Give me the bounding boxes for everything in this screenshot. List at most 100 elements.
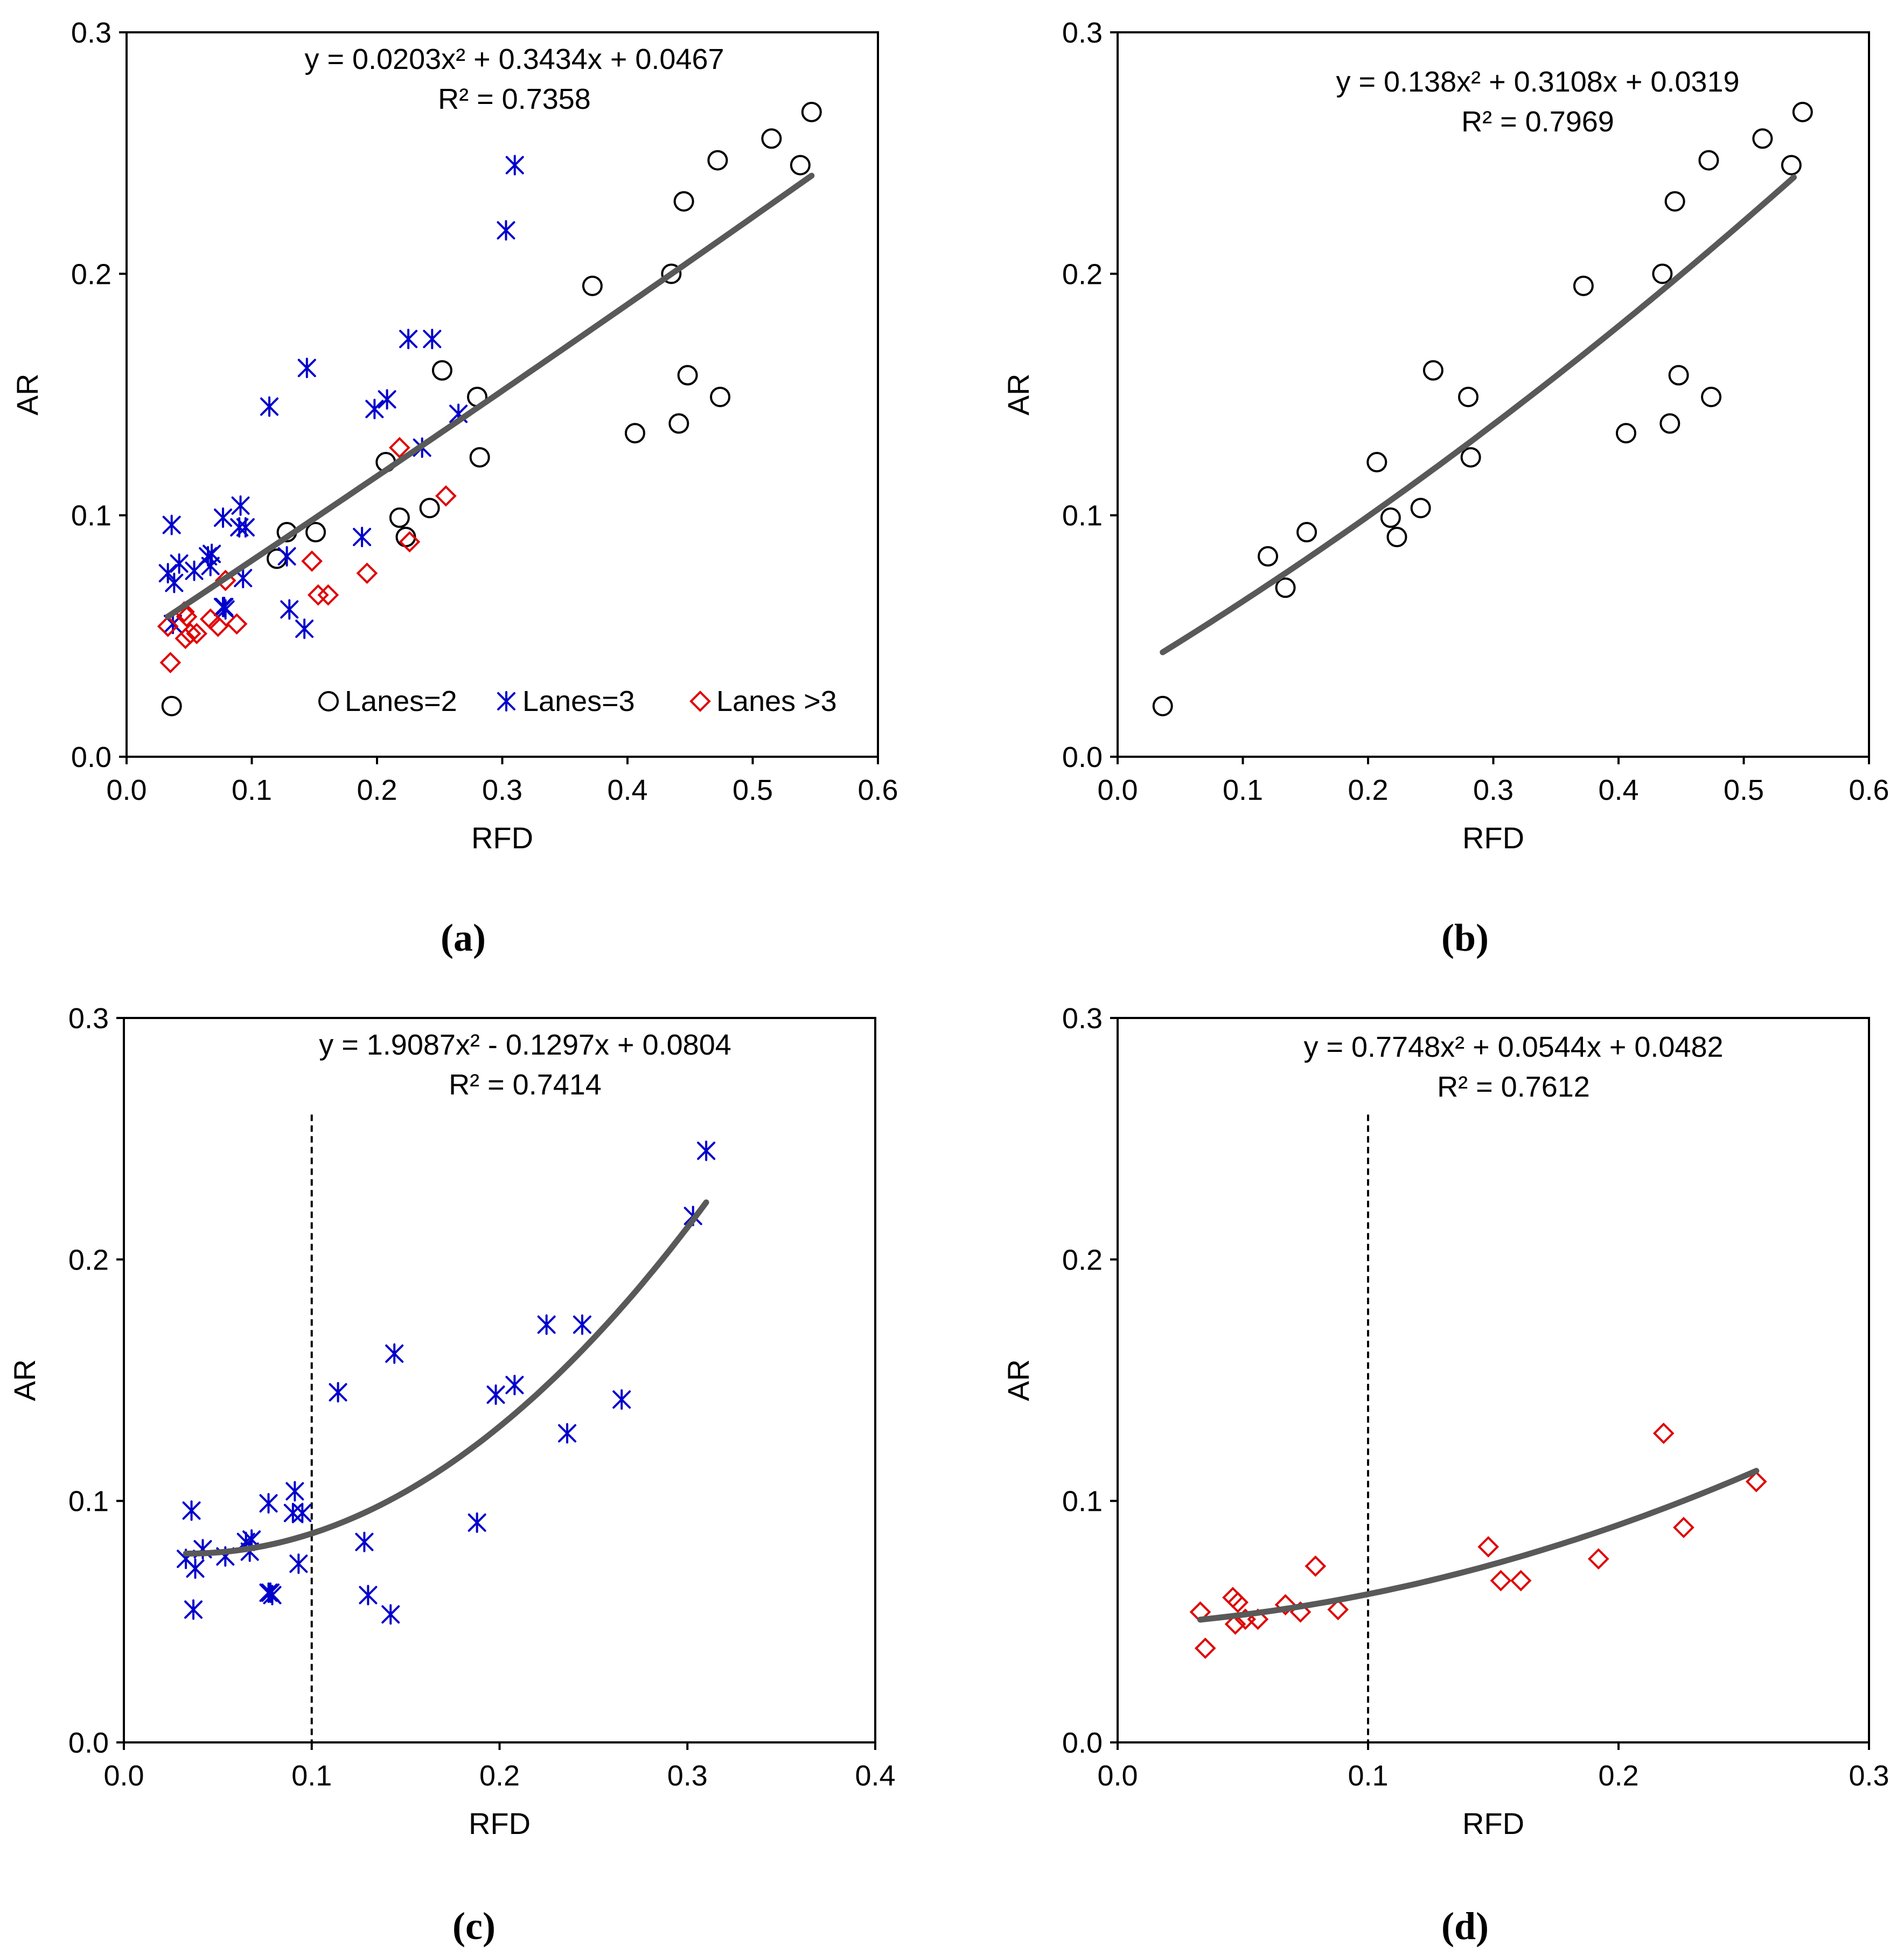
y-tick-label: 0.1 <box>68 1485 109 1518</box>
y-tick-label: 0.2 <box>71 258 111 290</box>
panel-label-b: (b) <box>1441 916 1489 959</box>
panel-label-a: (a) <box>441 916 486 959</box>
x-tick-label: 0.5 <box>1724 774 1764 806</box>
legend-marker-circle <box>318 691 339 712</box>
data-point-asterisk <box>497 220 515 241</box>
data-point-circle <box>1752 128 1773 149</box>
x-tick-label: 0.3 <box>1473 774 1514 806</box>
x-axis-label: RFD <box>469 1806 531 1840</box>
trend-curve <box>183 1199 709 1557</box>
data-point-circle <box>431 360 452 381</box>
data-point-circle <box>1258 546 1278 567</box>
x-tick-label: 0.2 <box>357 774 397 806</box>
data-point-circle <box>1460 447 1481 468</box>
legend-marker-diamond <box>689 690 711 712</box>
fit-equation: y = 0.138x² + 0.3108x + 0.0319 <box>1336 66 1739 98</box>
data-point-circle <box>761 128 782 149</box>
y-tick-label: 0.3 <box>71 17 111 49</box>
data-point-diamond <box>1587 1548 1609 1570</box>
y-tick-label: 0.2 <box>68 1244 109 1276</box>
x-tick-label: 0.3 <box>482 774 522 806</box>
data-point-diamond <box>435 485 457 507</box>
data-point-circle <box>661 263 682 284</box>
data-point-asterisk <box>423 329 442 350</box>
panel-label-d: (d) <box>1441 1905 1489 1948</box>
x-axis-label: RFD <box>471 821 533 855</box>
x-tick-label: 0.3 <box>667 1760 708 1792</box>
data-point-circle <box>419 498 440 519</box>
data-point-circle <box>1698 150 1719 171</box>
data-point-circle <box>677 365 698 386</box>
data-point-circle <box>1366 452 1387 473</box>
data-point-diamond <box>356 562 378 584</box>
data-point-circle <box>1152 695 1173 716</box>
data-point-asterisk <box>612 1389 631 1410</box>
data-point-circle <box>1701 386 1722 407</box>
data-point-asterisk <box>170 553 189 574</box>
y-tick-label: 0.1 <box>1062 500 1103 532</box>
legend-label: Lanes=2 <box>345 685 457 717</box>
x-tick-label: 0.1 <box>1348 1760 1388 1792</box>
data-point-asterisk <box>381 1604 400 1625</box>
data-point-diamond <box>175 627 197 650</box>
data-point-circle <box>1410 498 1431 519</box>
data-point-asterisk <box>236 517 255 538</box>
data-point-asterisk <box>216 599 235 620</box>
data-point-circle <box>801 101 822 122</box>
y-tick-label: 0.3 <box>1062 17 1103 49</box>
data-point-diamond <box>307 584 329 606</box>
data-point-diamond <box>1327 1599 1349 1621</box>
x-tick-label: 0.2 <box>479 1760 520 1792</box>
data-point-circle <box>305 522 326 543</box>
data-point-diamond <box>1305 1555 1327 1577</box>
data-point-circle <box>790 155 811 176</box>
data-point-asterisk <box>697 1140 716 1161</box>
x-axis-label: RFD <box>1462 1806 1524 1840</box>
data-point-asterisk <box>214 507 233 528</box>
data-point-asterisk <box>505 1375 524 1396</box>
data-point-circle <box>1422 360 1443 381</box>
data-point-asterisk <box>505 155 524 176</box>
y-tick-label: 0.1 <box>71 500 111 532</box>
data-point-circle <box>582 275 603 296</box>
trend-curve <box>165 172 815 620</box>
chart-panel-a: 0.0 0.1 0.2 0.3 0.4 0.5 0.6 0.0 0.1 0.2 0.3 RFD AR y … <box>10 17 898 855</box>
data-point-asterisk <box>293 1503 312 1524</box>
y-tick-label: 0.0 <box>71 741 111 773</box>
data-point-circle <box>707 150 728 171</box>
x-tick-label: 0.0 <box>1097 774 1138 806</box>
data-point-diamond <box>186 623 208 645</box>
plot-frame <box>1117 1017 1870 1743</box>
data-point-asterisk <box>359 1585 378 1606</box>
data-point-circle <box>1275 577 1296 598</box>
data-point-circle <box>1652 263 1673 284</box>
data-point-diamond <box>207 616 229 637</box>
data-point-circle <box>1781 155 1802 176</box>
legend-label: Lanes >3 <box>716 685 837 717</box>
x-tick-label: 0.1 <box>1223 774 1263 806</box>
data-point-asterisk <box>263 1585 282 1606</box>
data-point-asterisk <box>385 1343 404 1364</box>
data-point-asterisk <box>260 396 279 417</box>
data-point-asterisk <box>203 543 221 564</box>
data-point-circle <box>1380 507 1401 528</box>
fit-equation: y = 0.7748x² + 0.0544x + 0.0482 <box>1303 1031 1723 1063</box>
data-point-diamond <box>179 623 201 645</box>
data-point-diamond <box>176 606 198 627</box>
data-point-asterisk <box>162 514 181 535</box>
data-point-asterisk <box>231 495 250 516</box>
y-tick-label: 0.0 <box>1062 741 1103 773</box>
data-point-circle <box>1668 365 1689 386</box>
y-tick-label: 0.2 <box>1062 1244 1103 1276</box>
data-point-asterisk <box>277 546 296 567</box>
fit-r-squared: R² = 0.7358 <box>438 83 591 115</box>
x-tick-label: 0.2 <box>1598 1760 1638 1792</box>
y-axis-label: AR <box>1001 1359 1035 1401</box>
chart-panel-c: 0.0 0.1 0.2 0.3 0.4 0.0 0.1 0.2 0.3 RFD AR y = 1.90… <box>8 1002 896 1840</box>
data-point-circle <box>1458 386 1478 407</box>
data-point-circle <box>1792 101 1813 122</box>
data-point-asterisk <box>184 1599 203 1620</box>
data-point-diamond <box>159 652 182 673</box>
data-point-asterisk <box>295 618 314 639</box>
y-tick-label: 0.0 <box>68 1727 109 1759</box>
